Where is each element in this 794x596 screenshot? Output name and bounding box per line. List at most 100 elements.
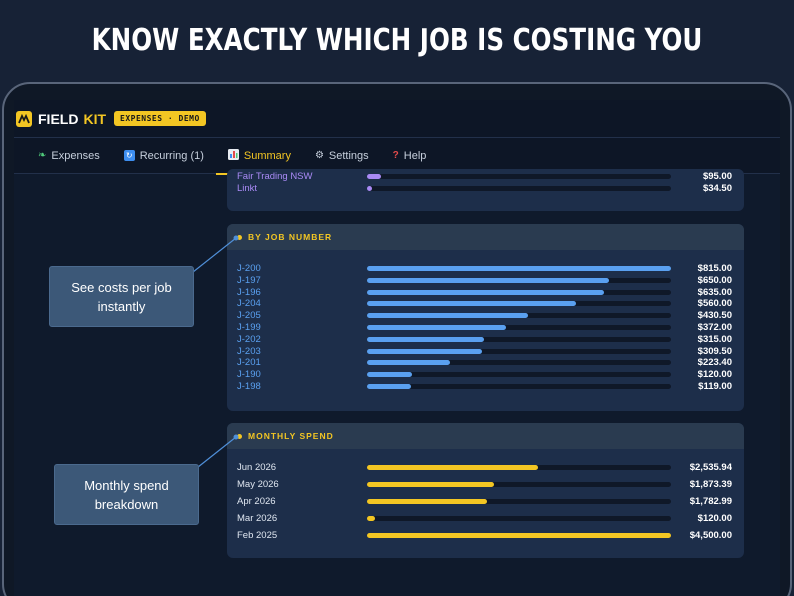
month-row-amount: $2,535.94 xyxy=(689,462,732,473)
job-row-amount: $315.00 xyxy=(697,333,732,345)
month-row-amount: $4,500.00 xyxy=(689,530,732,541)
job-row-amount: $815.00 xyxy=(697,263,732,274)
gear-icon: ⚙ xyxy=(314,150,324,161)
recurring-icon: ↻ xyxy=(123,150,135,161)
bar-track xyxy=(367,313,671,319)
bar-fill xyxy=(367,266,671,271)
bar-fill xyxy=(367,384,412,389)
bar-fill xyxy=(367,185,373,191)
bar-fill xyxy=(367,360,451,366)
bar-fill xyxy=(367,533,671,538)
bar-track xyxy=(367,499,671,504)
callout-monthly: Monthly spend breakdown xyxy=(54,464,199,525)
job-row-label: J-204 xyxy=(237,298,261,310)
bar-track xyxy=(367,372,671,378)
job-row-amount: $223.40 xyxy=(697,357,732,369)
bar-track xyxy=(367,533,671,538)
tab-label: Help xyxy=(403,149,427,162)
bar-track xyxy=(367,336,671,342)
callout-text: See costs per job instantly xyxy=(71,279,172,314)
job-row-amount: $120.00 xyxy=(697,369,732,381)
bar-track xyxy=(367,289,671,295)
bar-track xyxy=(367,174,671,179)
monthly-card: MONTHLY SPEND Jun 2026 $2,535.94 May 2026 $… xyxy=(227,423,744,558)
job-row: J-203 $309.50 xyxy=(227,346,744,358)
app-screen: FIELD KIT EXPENSES · DEMO ❧ Expenses ↻ R… xyxy=(14,100,780,596)
vendor-row-label: Fair Trading NSW xyxy=(237,171,313,182)
bar-fill xyxy=(367,174,382,179)
month-row-amount: $1,782.99 xyxy=(689,496,732,507)
month-row: Apr 2026 $1,782.99 xyxy=(227,496,744,508)
card-title: MONTHLY SPEND xyxy=(248,431,334,441)
job-row: J-190 $120.00 xyxy=(227,369,744,381)
job-row-amount: $635.00 xyxy=(697,286,732,298)
month-row: Jun 2026 $2,535.94 xyxy=(227,462,744,474)
job-row-amount: $650.00 xyxy=(697,274,732,286)
job-row: J-196 $635.00 xyxy=(227,287,744,299)
logo-icon xyxy=(16,110,32,127)
card-header: MONTHLY SPEND xyxy=(227,423,744,449)
bar-track xyxy=(367,384,671,389)
bar-track xyxy=(367,465,671,470)
month-row-amount: $120.00 xyxy=(697,513,732,524)
leaf-icon: ❧ xyxy=(38,150,47,161)
bar-fill xyxy=(367,465,539,470)
job-row-label: J-199 xyxy=(237,322,261,333)
bar-fill xyxy=(367,301,576,307)
bar-fill xyxy=(367,372,412,378)
vendor-card: Fair Trading NSW $95.00 Linkt $34.50 xyxy=(227,169,744,211)
summary-content: Fair Trading NSW $95.00 Linkt $34.50 BY JOB… xyxy=(14,169,780,596)
bar-track xyxy=(367,266,671,271)
job-row-label: J-196 xyxy=(237,286,261,298)
card-title: BY JOB NUMBER xyxy=(248,232,333,242)
month-row: Mar 2026 $120.00 xyxy=(227,513,744,525)
bullet-icon xyxy=(237,234,242,240)
job-row: J-198 $119.00 xyxy=(227,381,744,393)
month-row-label: Mar 2026 xyxy=(237,513,278,524)
bar-track xyxy=(367,360,671,366)
tab-expenses[interactable]: ❧ Expenses xyxy=(26,138,112,174)
tab-recurring[interactable]: ↻ Recurring (1) xyxy=(112,138,216,174)
job-row-amount: $309.50 xyxy=(697,345,732,357)
question-icon: ? xyxy=(392,150,399,161)
tab-label: Summary xyxy=(243,149,291,162)
tab-label: Recurring (1) xyxy=(139,149,204,162)
card-header: BY JOB NUMBER xyxy=(227,224,744,250)
tab-settings[interactable]: ⚙ Settings xyxy=(303,138,381,174)
month-row-label: Jun 2026 xyxy=(237,462,277,473)
brand-name-field: FIELD xyxy=(38,110,79,127)
bar-track xyxy=(367,325,671,330)
bar-track xyxy=(367,516,671,521)
bar-track xyxy=(367,348,671,354)
tab-label: Expenses xyxy=(51,149,100,162)
bar-track xyxy=(367,301,671,307)
bar-fill xyxy=(367,348,483,354)
job-row-amount: $560.00 xyxy=(697,298,732,310)
bar-fill xyxy=(367,313,528,319)
month-row-label: May 2026 xyxy=(237,479,279,490)
bar-fill xyxy=(367,277,610,283)
job-row-label: J-190 xyxy=(237,369,261,381)
vendor-row: Linkt $34.50 xyxy=(227,183,744,195)
job-row: J-199 $372.00 xyxy=(227,322,744,334)
bar-fill xyxy=(367,499,488,504)
job-row-amount: $119.00 xyxy=(698,381,732,392)
job-row-label: J-198 xyxy=(237,381,261,392)
job-row: J-202 $315.00 xyxy=(227,334,744,346)
job-row: J-201 $223.40 xyxy=(227,357,744,369)
bar-fill xyxy=(367,482,494,487)
job-row-label: J-200 xyxy=(237,263,261,274)
bullet-icon xyxy=(237,433,242,439)
job-row-label: J-201 xyxy=(237,357,261,369)
marketing-headline: KNOW EXACTLY WHICH JOB IS COSTING YOU xyxy=(91,22,703,58)
bar-chart-icon xyxy=(227,148,239,163)
job-row: J-204 $560.00 xyxy=(227,298,744,310)
tab-help[interactable]: ? Help xyxy=(381,138,439,174)
month-row-label: Feb 2025 xyxy=(237,530,278,541)
month-row-label: Apr 2026 xyxy=(237,496,276,507)
bar-track xyxy=(367,185,671,191)
vendor-row-amount: $95.00 xyxy=(702,171,732,182)
month-row-amount: $1,873.39 xyxy=(689,479,732,490)
tab-label: Settings xyxy=(328,149,369,162)
month-row: May 2026 $1,873.39 xyxy=(227,479,744,491)
